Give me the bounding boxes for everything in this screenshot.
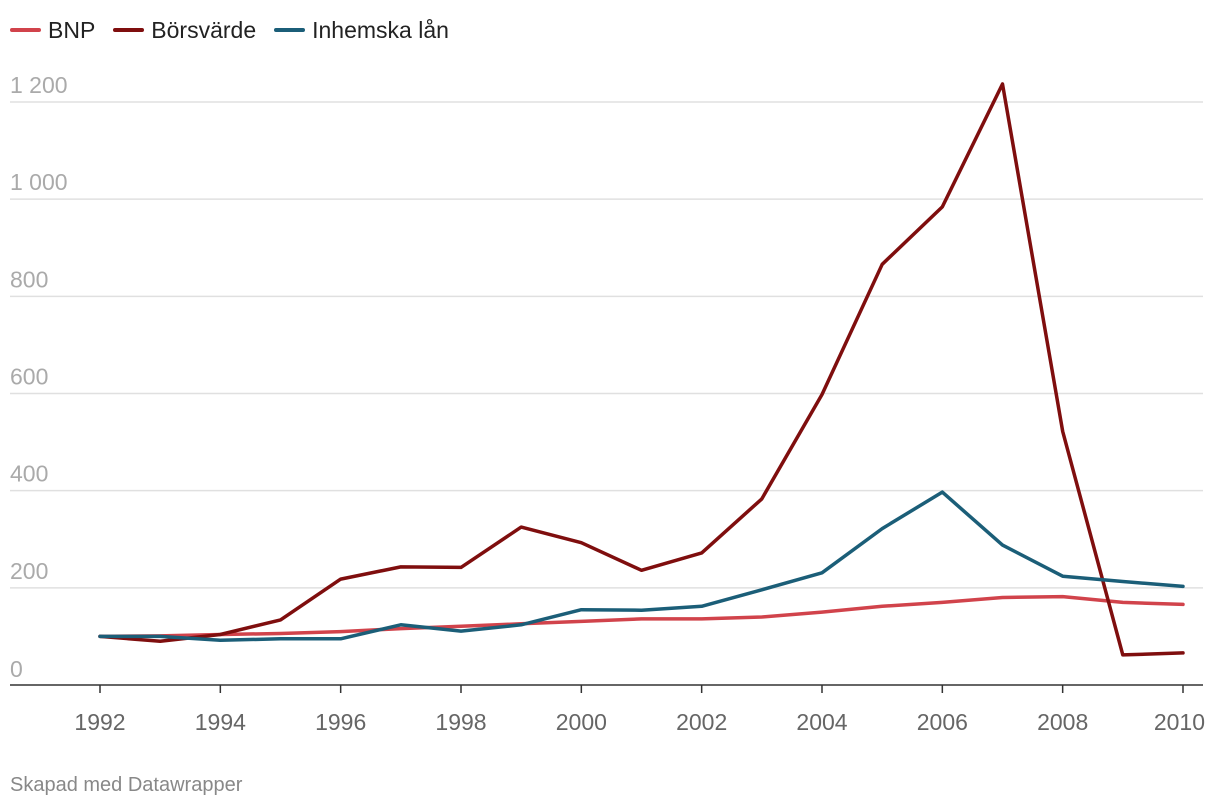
x-tick-label-1992: 1992 <box>74 709 125 735</box>
series-line-inhemska-lan <box>98 490 1185 643</box>
x-tick-label-2002: 2002 <box>676 709 727 735</box>
legend-label-borsvarde: Börsvärde <box>151 16 257 43</box>
series-line-borsvarde <box>98 82 1185 657</box>
legend-item-borsvarde: Börsvärde <box>113 17 256 44</box>
x-tick-label-2006: 2006 <box>917 709 968 735</box>
x-tick-label-2010: 2010 <box>1154 709 1205 735</box>
x-tick-label-1998: 1998 <box>435 709 486 735</box>
y-tick-label-1200: 1 200 <box>10 72 68 98</box>
y-tick-label-1000: 1 000 <box>10 169 68 195</box>
x-tick-label-1994: 1994 <box>195 709 246 735</box>
legend-item-inhemska-lan: Inhemska lån <box>274 17 449 44</box>
legend-label-inhemska-lan: Inhemska lån <box>312 16 449 43</box>
series-line-bnp <box>98 594 1185 639</box>
y-tick-label-400: 400 <box>10 461 48 487</box>
legend-label-bnp: BNP <box>48 16 96 43</box>
legend-swatch-borsvarde <box>113 28 145 32</box>
legend-item-bnp: BNP <box>10 17 95 44</box>
legend-swatch-inhemska-lan <box>274 28 306 32</box>
y-tick-label-200: 200 <box>10 558 48 584</box>
x-tick-label-2000: 2000 <box>556 709 607 735</box>
x-tick-label-2004: 2004 <box>796 709 847 735</box>
x-tick-label-1996: 1996 <box>315 709 366 735</box>
chart-legend: BNP Börsvärde Inhemska lån <box>10 14 449 46</box>
x-tick-label-2008: 2008 <box>1037 709 1088 735</box>
y-tick-label-800: 800 <box>10 266 48 292</box>
y-tick-label-0: 0 <box>10 656 23 682</box>
line-chart: 0 200 400 600 800 1 000 1 200 1992 1994 1996 1998 2… <box>10 72 1205 735</box>
y-tick-label-600: 600 <box>10 364 48 390</box>
footer-credit: Skapad med Datawrapper <box>10 774 243 796</box>
legend-swatch-bnp <box>10 28 41 32</box>
